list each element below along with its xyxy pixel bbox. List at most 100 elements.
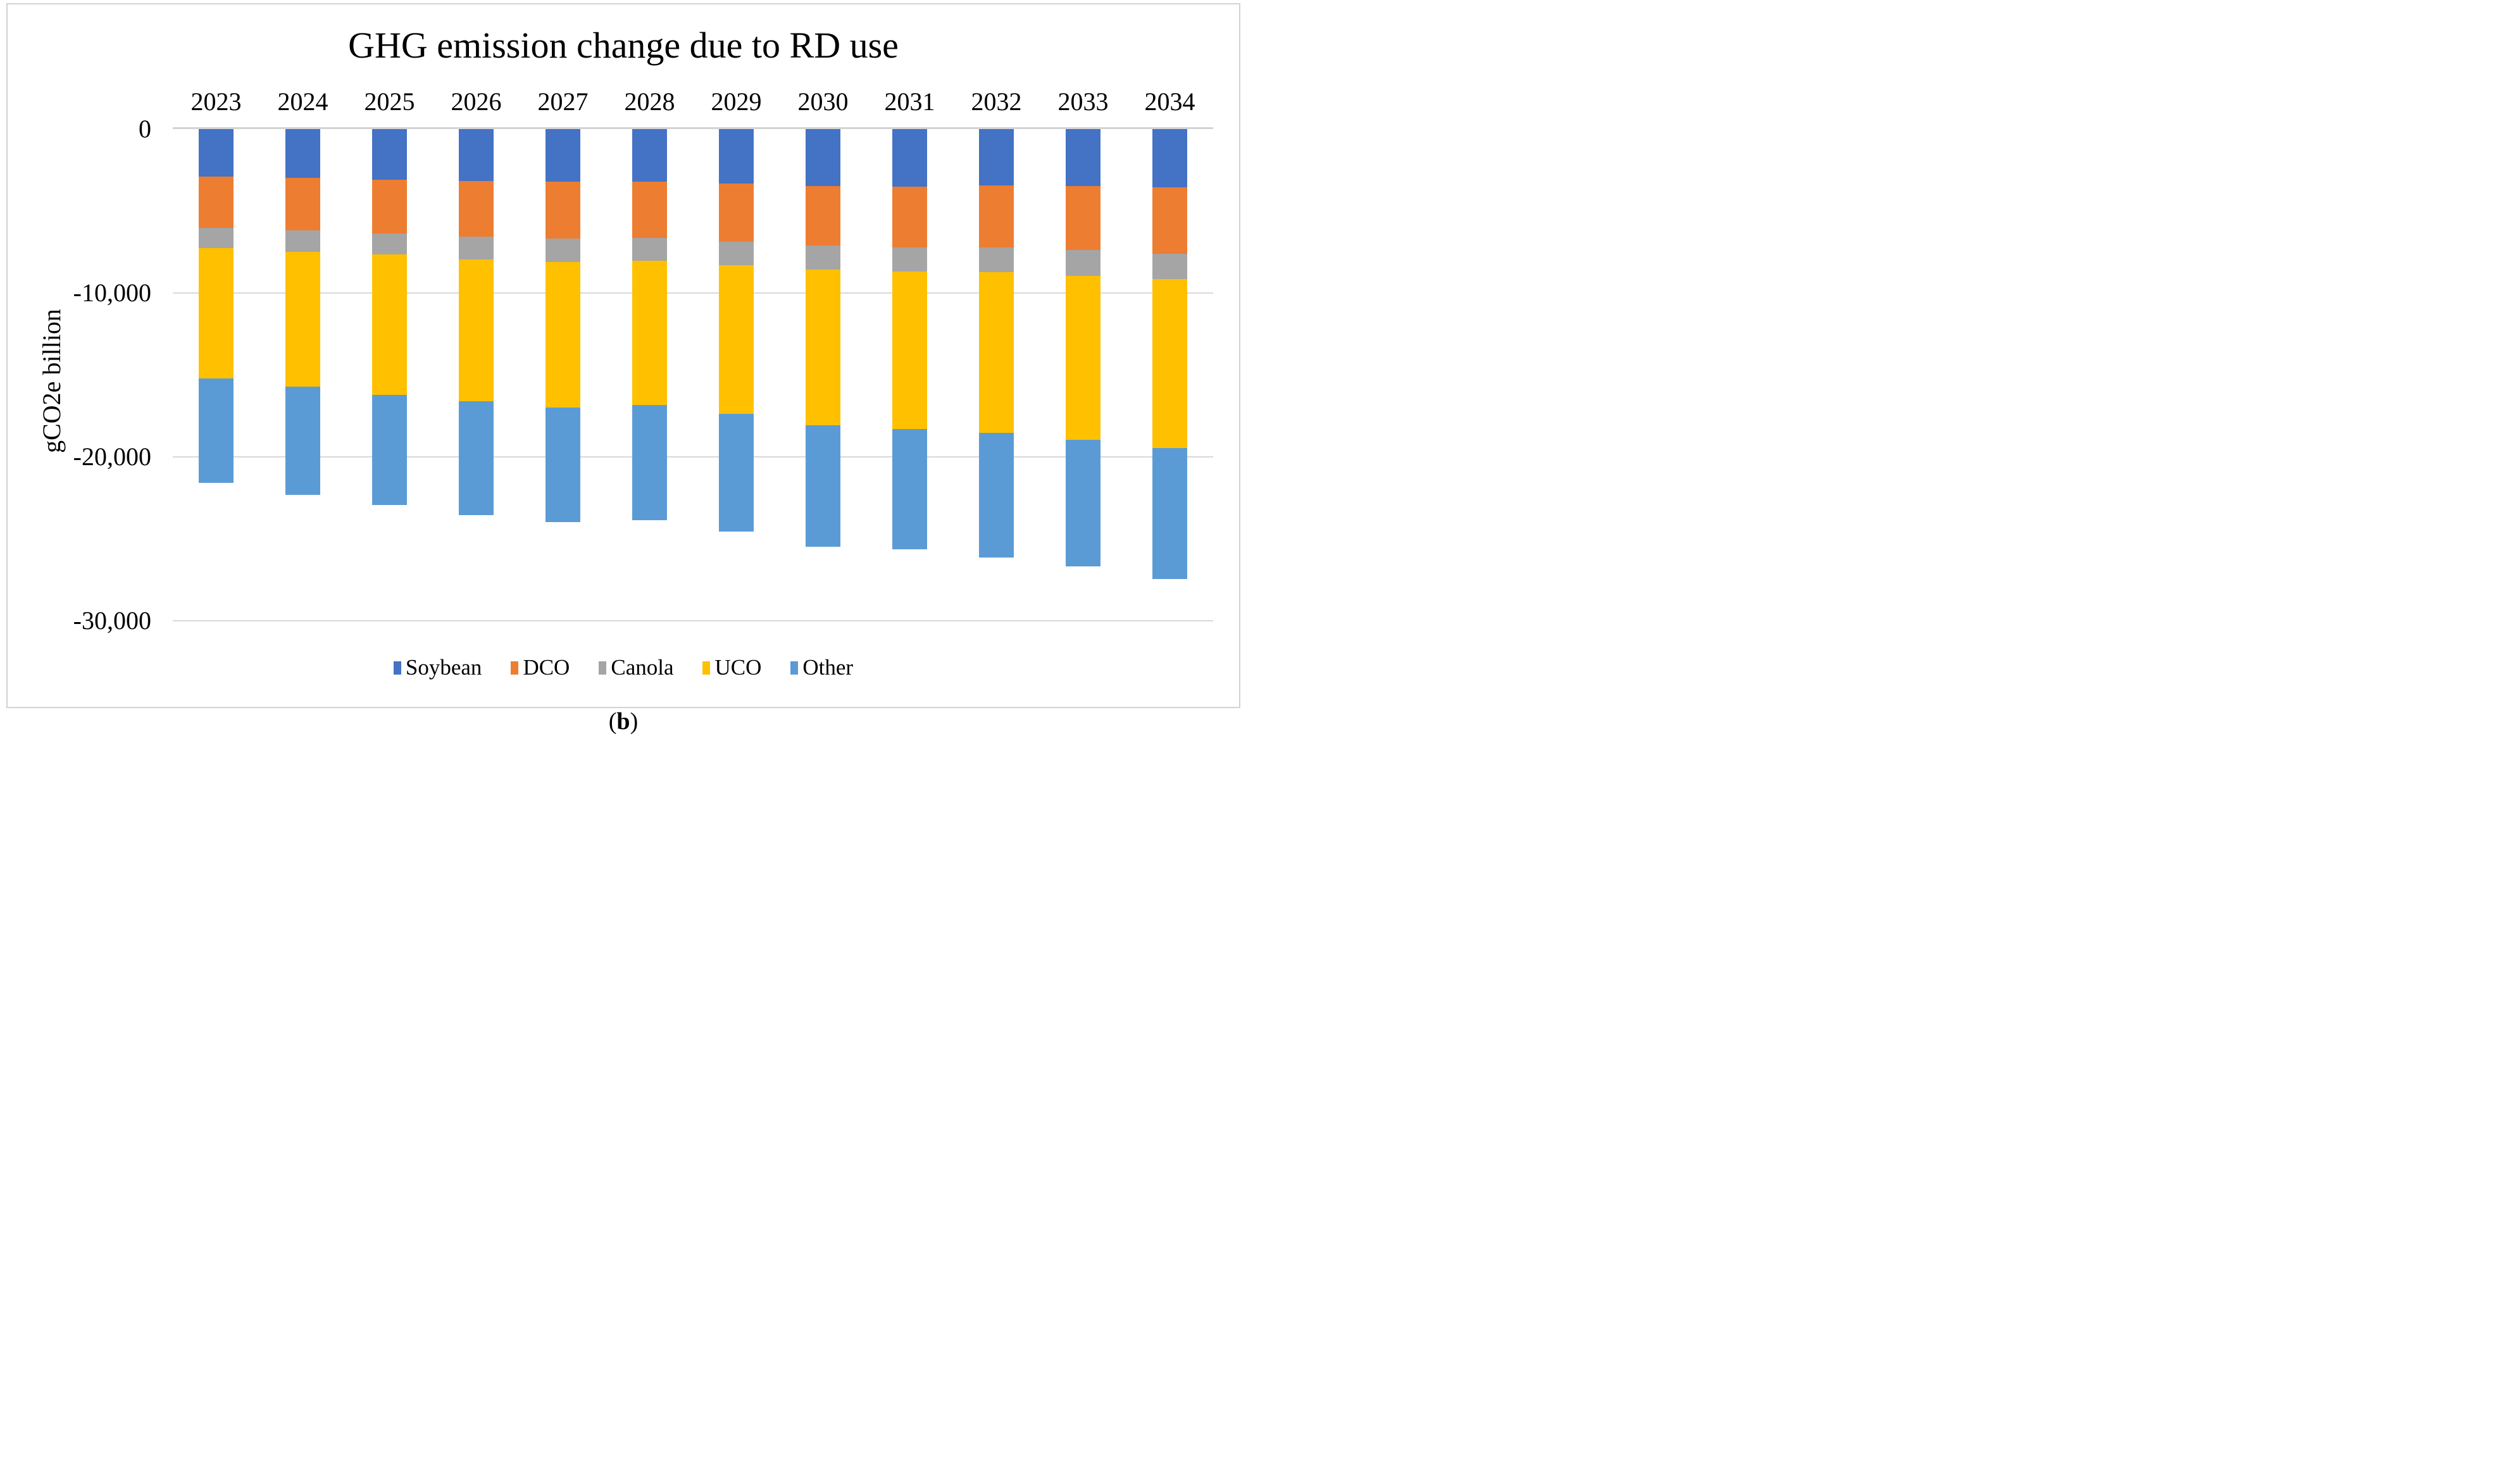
segment-other-2032 xyxy=(979,432,1014,558)
segment-canola-2025 xyxy=(372,234,407,255)
segment-dco-2029 xyxy=(719,183,754,242)
segment-other-2026 xyxy=(459,401,494,516)
segment-uco-2024 xyxy=(285,252,320,387)
gridline--30,000 xyxy=(173,620,1213,621)
segment-dco-2025 xyxy=(372,179,407,234)
x-category-label-2033: 2033 xyxy=(1057,87,1109,116)
segment-canola-2033 xyxy=(1066,250,1100,277)
gridline--10,000 xyxy=(173,292,1213,294)
segment-soybean-2023 xyxy=(199,129,234,177)
figure-caption: (b) xyxy=(0,708,1247,735)
x-category-label-2029: 2029 xyxy=(711,87,762,116)
chart-figure: GHG emission change due to RD use gCO2e … xyxy=(6,3,1240,708)
segment-soybean-2024 xyxy=(285,129,320,178)
segment-other-2023 xyxy=(199,378,234,483)
legend-item-uco: UCO xyxy=(702,655,761,680)
legend-label-soybean: Soybean xyxy=(405,655,482,680)
segment-canola-2028 xyxy=(632,237,667,261)
segment-soybean-2030 xyxy=(806,129,840,186)
legend-swatch-other-icon xyxy=(790,661,799,675)
segment-uco-2029 xyxy=(719,265,754,415)
segment-dco-2023 xyxy=(199,176,234,228)
legend-swatch-uco-icon xyxy=(702,661,711,675)
legend-item-canola: Canola xyxy=(599,655,673,680)
segment-uco-2028 xyxy=(632,261,667,406)
bar-2029 xyxy=(719,129,754,532)
segment-other-2027 xyxy=(546,408,580,522)
legend-label-canola: Canola xyxy=(611,655,674,680)
legend-label-uco: UCO xyxy=(714,655,762,680)
segment-soybean-2027 xyxy=(546,129,580,182)
segment-canola-2029 xyxy=(719,242,754,265)
segment-dco-2032 xyxy=(979,185,1014,248)
segment-soybean-2029 xyxy=(719,129,754,184)
segment-dco-2024 xyxy=(285,177,320,231)
segment-soybean-2032 xyxy=(979,129,1014,186)
segment-other-2024 xyxy=(285,387,320,496)
figure-page: GHG emission change due to RD use gCO2e … xyxy=(0,0,1247,742)
legend-swatch-soybean-icon xyxy=(393,661,401,675)
segment-uco-2030 xyxy=(806,270,840,425)
legend-label-dco: DCO xyxy=(523,655,570,680)
segment-soybean-2026 xyxy=(459,129,494,181)
segment-other-2028 xyxy=(632,405,667,521)
x-category-label-2034: 2034 xyxy=(1144,87,1195,116)
legend: Soybean DCO Canola UCO Other xyxy=(8,655,1239,680)
bar-2034 xyxy=(1152,129,1187,580)
segment-soybean-2025 xyxy=(372,129,407,180)
x-category-label-2027: 2027 xyxy=(537,87,589,116)
segment-dco-2034 xyxy=(1152,187,1187,254)
segment-uco-2027 xyxy=(546,261,580,408)
segment-uco-2026 xyxy=(459,259,494,401)
bar-2026 xyxy=(459,129,494,516)
x-category-label-2024: 2024 xyxy=(277,87,328,116)
bar-2024 xyxy=(285,129,320,496)
segment-canola-2030 xyxy=(806,246,840,270)
y-tick-label--10,000: -10,000 xyxy=(73,278,151,307)
y-tick-label-0: 0 xyxy=(139,115,151,143)
x-category-label-2025: 2025 xyxy=(364,87,415,116)
segment-canola-2034 xyxy=(1152,253,1187,280)
segment-dco-2027 xyxy=(546,182,580,239)
y-axis-title: gCO2e billion xyxy=(37,309,66,453)
bar-2033 xyxy=(1066,129,1100,567)
segment-soybean-2033 xyxy=(1066,129,1100,187)
segment-uco-2034 xyxy=(1152,279,1187,448)
legend-swatch-canola-icon xyxy=(599,661,607,675)
segment-dco-2028 xyxy=(632,181,667,238)
segment-soybean-2031 xyxy=(892,129,927,187)
bar-2028 xyxy=(632,129,667,521)
legend-item-other: Other xyxy=(790,655,853,680)
x-category-label-2032: 2032 xyxy=(971,87,1022,116)
bar-2030 xyxy=(806,129,840,547)
segment-other-2025 xyxy=(372,395,407,506)
segment-canola-2026 xyxy=(459,237,494,259)
legend-swatch-dco-icon xyxy=(511,661,519,675)
segment-other-2031 xyxy=(892,428,927,549)
x-category-label-2030: 2030 xyxy=(797,87,849,116)
x-category-label-2031: 2031 xyxy=(884,87,935,116)
segment-other-2030 xyxy=(806,425,840,547)
segment-dco-2031 xyxy=(892,186,927,247)
y-tick-label--20,000: -20,000 xyxy=(73,442,151,471)
legend-item-dco: DCO xyxy=(511,655,570,680)
segment-soybean-2034 xyxy=(1152,129,1187,187)
legend-item-soybean: Soybean xyxy=(393,655,482,680)
bar-2025 xyxy=(372,129,407,506)
segment-other-2033 xyxy=(1066,440,1100,567)
x-category-label-2026: 2026 xyxy=(451,87,502,116)
segment-canola-2031 xyxy=(892,247,927,272)
bar-2031 xyxy=(892,129,927,549)
segment-canola-2027 xyxy=(546,239,580,262)
x-category-label-2028: 2028 xyxy=(624,87,675,116)
gridline--20,000 xyxy=(173,456,1213,458)
segment-soybean-2028 xyxy=(632,129,667,182)
segment-canola-2024 xyxy=(285,230,320,253)
segment-uco-2032 xyxy=(979,271,1014,433)
caption-close: ) xyxy=(630,708,639,735)
segment-uco-2031 xyxy=(892,271,927,429)
segment-canola-2032 xyxy=(979,247,1014,272)
segment-dco-2026 xyxy=(459,180,494,237)
legend-label-other: Other xyxy=(802,655,854,680)
bar-2032 xyxy=(979,129,1014,558)
